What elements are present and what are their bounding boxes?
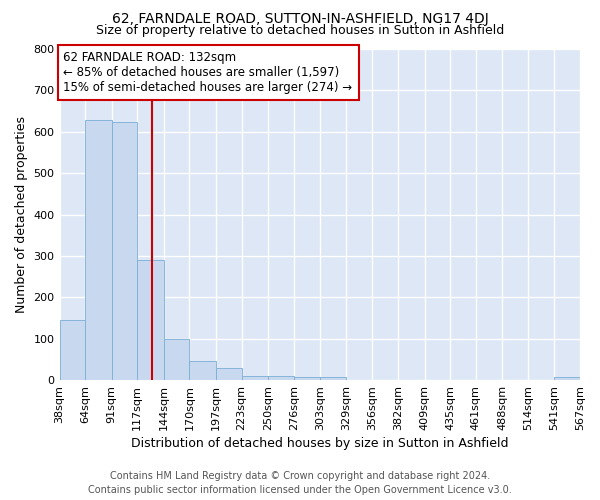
X-axis label: Distribution of detached houses by size in Sutton in Ashfield: Distribution of detached houses by size … <box>131 437 509 450</box>
Bar <box>216 368 242 380</box>
Bar <box>268 376 293 380</box>
Bar <box>85 120 112 380</box>
Text: 62, FARNDALE ROAD, SUTTON-IN-ASHFIELD, NG17 4DJ: 62, FARNDALE ROAD, SUTTON-IN-ASHFIELD, N… <box>112 12 488 26</box>
Y-axis label: Number of detached properties: Number of detached properties <box>15 116 28 313</box>
Text: 62 FARNDALE ROAD: 132sqm
← 85% of detached houses are smaller (1,597)
15% of sem: 62 FARNDALE ROAD: 132sqm ← 85% of detach… <box>64 51 353 94</box>
Bar <box>112 122 137 380</box>
Bar <box>554 377 580 380</box>
Text: Contains HM Land Registry data © Crown copyright and database right 2024.
Contai: Contains HM Land Registry data © Crown c… <box>88 471 512 495</box>
Bar <box>164 338 190 380</box>
Bar <box>320 377 346 380</box>
Bar <box>137 260 164 380</box>
Bar <box>293 377 320 380</box>
Bar <box>59 320 85 380</box>
Text: Size of property relative to detached houses in Sutton in Ashfield: Size of property relative to detached ho… <box>96 24 504 37</box>
Bar <box>190 362 216 380</box>
Bar <box>242 376 268 380</box>
